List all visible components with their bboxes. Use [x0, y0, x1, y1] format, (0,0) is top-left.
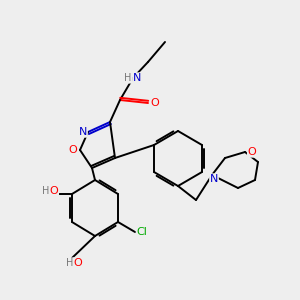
Text: O: O: [151, 98, 159, 108]
Text: N: N: [210, 174, 218, 184]
Text: H: H: [66, 258, 74, 268]
Text: Cl: Cl: [136, 227, 147, 237]
Text: H: H: [124, 73, 132, 83]
Text: O: O: [74, 258, 82, 268]
Text: O: O: [248, 147, 256, 157]
Text: O: O: [50, 186, 58, 196]
Text: N: N: [79, 127, 87, 137]
Text: H: H: [42, 186, 50, 196]
Text: N: N: [133, 73, 141, 83]
Text: O: O: [69, 145, 77, 155]
